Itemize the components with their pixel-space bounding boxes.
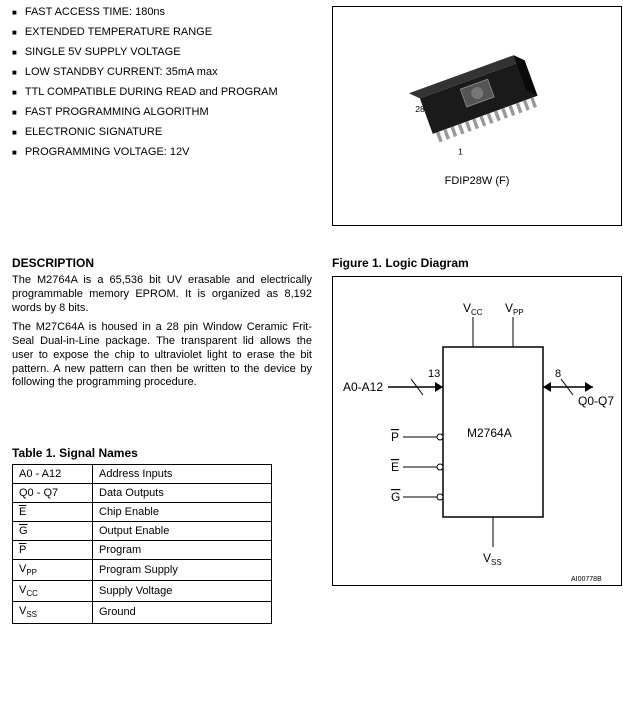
top-row: FAST ACCESS TIME: 180ns EXTENDED TEMPERA… [12, 6, 623, 226]
figure1-caption: Figure 1. Logic Diagram [332, 256, 623, 270]
signal-name-cell: A0 - A12 [13, 465, 93, 484]
signal-desc-cell: Program Supply [93, 560, 272, 581]
feature-item: ELECTRONIC SIGNATURE [12, 126, 312, 138]
addr-label: A0-A12 [343, 380, 383, 394]
signal-desc-cell: Chip Enable [93, 503, 272, 522]
pin1-label: 1 [458, 147, 463, 157]
feature-text: FAST PROGRAMMING ALGORITHM [25, 106, 209, 118]
svg-text:G: G [391, 490, 400, 504]
table-row: GOutput Enable [13, 522, 272, 541]
table-row: Q0 - Q7Data Outputs [13, 484, 272, 503]
feature-text: PROGRAMMING VOLTAGE: 12V [25, 146, 190, 158]
data-label: Q0-Q7 [578, 394, 614, 408]
feature-item: SINGLE 5V SUPPLY VOLTAGE [12, 46, 312, 58]
description-title: DESCRIPTION [12, 256, 312, 270]
signal-name-cell: G [13, 522, 93, 541]
figure-ref: AI00778B [571, 576, 602, 583]
feature-item: FAST PROGRAMMING ALGORITHM [12, 106, 312, 118]
description-para2: The M27C64A is housed in a 28 pin Window… [12, 321, 312, 390]
signal-name-cell: E [13, 503, 93, 522]
pin28-label: 28 [415, 104, 425, 114]
package-label: FDIP28W (F) [445, 175, 510, 187]
svg-text:E: E [391, 460, 399, 474]
signal-desc-cell: Data Outputs [93, 484, 272, 503]
table-row: VPPProgram Supply [13, 560, 272, 581]
package-box: 28 1 FDIP28W (F) [332, 6, 622, 226]
feature-list: FAST ACCESS TIME: 180ns EXTENDED TEMPERA… [12, 6, 312, 158]
dip-chip-icon: 28 1 [387, 45, 567, 165]
signal-desc-cell: Supply Voltage [93, 581, 272, 602]
svg-text:PP: PP [513, 308, 524, 317]
description-column: DESCRIPTION The M2764A is a 65,536 bit U… [12, 256, 312, 624]
signal-desc-cell: Ground [93, 602, 272, 623]
table-row: PProgram [13, 541, 272, 560]
figure-column: Figure 1. Logic Diagram VCC VPP VSS 13 A… [332, 256, 623, 624]
feature-item: TTL COMPATIBLE DURING READ and PROGRAM [12, 86, 312, 98]
signal-name-cell: Q0 - Q7 [13, 484, 93, 503]
package-column: 28 1 FDIP28W (F) [332, 6, 623, 226]
signal-desc-cell: Address Inputs [93, 465, 272, 484]
table1-caption: Table 1. Signal Names [12, 446, 312, 460]
table-row: VCCSupply Voltage [13, 581, 272, 602]
feature-text: TTL COMPATIBLE DURING READ and PROGRAM [25, 86, 278, 98]
data-count: 8 [555, 368, 561, 380]
signal-names-table: A0 - A12Address InputsQ0 - Q7Data Output… [12, 464, 272, 624]
logic-diagram-svg: VCC VPP VSS 13 A0-A12 8 Q0-Q7 [333, 277, 623, 587]
feature-text: ELECTRONIC SIGNATURE [25, 126, 162, 138]
table-row: EChip Enable [13, 503, 272, 522]
chip-label: M2764A [467, 426, 512, 440]
feature-text: LOW STANDBY CURRENT: 35mA max [25, 66, 218, 78]
svg-text:V: V [483, 551, 491, 565]
feature-item: LOW STANDBY CURRENT: 35mA max [12, 66, 312, 78]
bottom-row: DESCRIPTION The M2764A is a 65,536 bit U… [12, 256, 623, 624]
svg-text:SS: SS [491, 558, 502, 567]
addr-count: 13 [428, 368, 440, 380]
svg-text:P: P [391, 430, 399, 444]
feature-item: FAST ACCESS TIME: 180ns [12, 6, 312, 18]
svg-text:V: V [505, 301, 513, 315]
table-row: A0 - A12Address Inputs [13, 465, 272, 484]
svg-text:V: V [463, 301, 471, 315]
logic-diagram-box: VCC VPP VSS 13 A0-A12 8 Q0-Q7 [332, 276, 622, 586]
description-para1: The M2764A is a 65,536 bit UV erasable a… [12, 274, 312, 315]
feature-text: FAST ACCESS TIME: 180ns [25, 6, 165, 18]
signal-name-cell: VPP [13, 560, 93, 581]
feature-text: EXTENDED TEMPERATURE RANGE [25, 26, 212, 38]
signal-name-cell: VSS [13, 602, 93, 623]
feature-item: EXTENDED TEMPERATURE RANGE [12, 26, 312, 38]
feature-text: SINGLE 5V SUPPLY VOLTAGE [25, 46, 181, 58]
feature-item: PROGRAMMING VOLTAGE: 12V [12, 146, 312, 158]
signal-name-cell: VCC [13, 581, 93, 602]
signal-desc-cell: Program [93, 541, 272, 560]
svg-text:CC: CC [471, 308, 483, 317]
table-row: VSSGround [13, 602, 272, 623]
signal-desc-cell: Output Enable [93, 522, 272, 541]
signal-name-cell: P [13, 541, 93, 560]
features-column: FAST ACCESS TIME: 180ns EXTENDED TEMPERA… [12, 6, 312, 226]
